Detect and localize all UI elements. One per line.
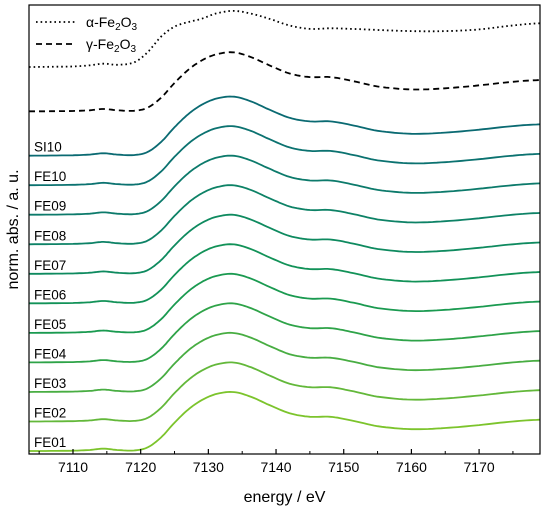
series-label-fe05: FE05 xyxy=(34,317,66,332)
series-line-fe04 xyxy=(29,302,541,364)
series-labels: FE01 FE02 FE03 FE04 FE05 FE06 FE07 FE08 FE09 FE10… xyxy=(34,140,67,450)
legend-label-alpha: α-Fe2O3 xyxy=(86,14,138,33)
legend-label-gamma: γ-Fe2O3 xyxy=(86,36,136,55)
series-label-fe06: FE06 xyxy=(34,287,66,302)
x-tick-label-7120: 7120 xyxy=(125,459,156,475)
series-line-fe09 xyxy=(29,154,541,216)
legend: α-Fe2O3 γ-Fe2O3 xyxy=(36,14,138,55)
series-line-fe01 xyxy=(29,390,541,452)
x-tick-label-7130: 7130 xyxy=(193,459,224,475)
series-line-fe08 xyxy=(28,184,541,246)
series-label-fe10: FE10 xyxy=(34,169,66,184)
series-line-fe02 xyxy=(29,361,541,423)
series-label-fe09: FE09 xyxy=(34,199,66,214)
series-label-fe03: FE03 xyxy=(34,376,66,391)
series-line--fe2o3 xyxy=(29,10,541,68)
series-label-fe02: FE02 xyxy=(34,406,66,421)
x-tick-label-7140: 7140 xyxy=(260,459,291,475)
series-label-si10: SI10 xyxy=(34,140,62,155)
x-tick-label-7160: 7160 xyxy=(396,459,427,475)
series-line-si10 xyxy=(28,95,541,157)
x-axis-label: energy / eV xyxy=(244,489,326,506)
series-line-fe06 xyxy=(29,243,541,305)
x-axis-ticks: 7110 7120 7130 7140 7150 7160 7170 xyxy=(38,449,514,475)
x-tick-label-7110: 7110 xyxy=(58,459,88,475)
series-line-fe03 xyxy=(28,331,541,393)
series-label-fe01: FE01 xyxy=(34,435,66,450)
y-axis-label: norm. abs. / a. u. xyxy=(5,169,22,289)
x-tick-label-7170: 7170 xyxy=(464,459,495,475)
spectra-group xyxy=(28,10,541,452)
series-line-fe07 xyxy=(29,213,541,275)
series-line-fe10 xyxy=(29,125,541,187)
series-label-fe08: FE08 xyxy=(34,228,66,243)
series-line--fe2o3 xyxy=(29,51,541,113)
plot-frame xyxy=(28,4,541,455)
series-line-fe05 xyxy=(29,272,541,334)
series-label-fe04: FE04 xyxy=(34,346,67,361)
series-label-fe07: FE07 xyxy=(34,258,66,273)
x-tick-label-7150: 7150 xyxy=(328,459,359,475)
